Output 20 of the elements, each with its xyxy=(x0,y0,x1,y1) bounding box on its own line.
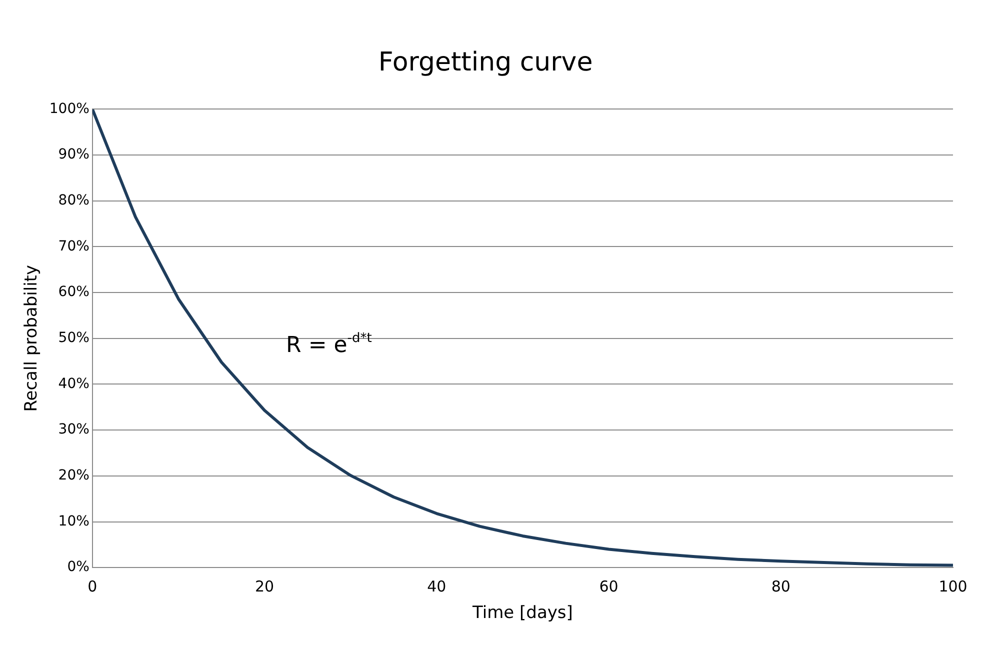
x-tick-label: 0 xyxy=(88,577,98,596)
y-tick-label: 40% xyxy=(58,376,90,392)
x-tick-label: 60 xyxy=(599,577,618,596)
x-tick-label: 40 xyxy=(427,577,446,596)
y-tick-label: 0% xyxy=(67,559,90,576)
y-tick-label: 80% xyxy=(58,192,90,209)
x-tick-label: 100 xyxy=(938,577,968,596)
y-tick-label: 30% xyxy=(58,422,90,438)
y-tick-label: 90% xyxy=(58,146,90,163)
x-tick-label: 20 xyxy=(254,577,274,596)
chart-title: Forgetting curve xyxy=(378,47,593,78)
y-tick-label: 100% xyxy=(49,100,90,117)
y-axis-title: Recall probability xyxy=(22,264,42,412)
y-tick-label: 50% xyxy=(58,330,90,346)
y-tick-label: 60% xyxy=(58,284,90,300)
x-tick-label: 80 xyxy=(771,577,790,596)
y-tick-label: 10% xyxy=(58,513,90,530)
y-tick-label: 70% xyxy=(58,238,90,254)
x-axis-title: Time [days] xyxy=(472,603,573,624)
y-tick-label: 20% xyxy=(58,468,90,484)
